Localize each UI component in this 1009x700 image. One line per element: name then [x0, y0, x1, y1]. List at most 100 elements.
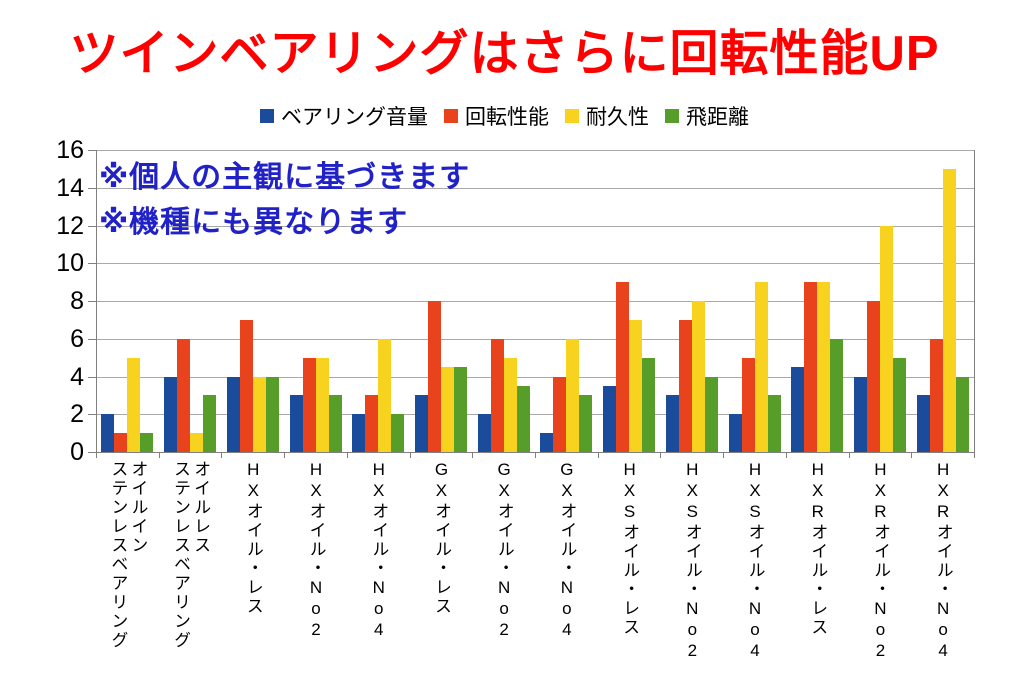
x-axis-tick	[472, 452, 474, 458]
x-axis-label-text: GXオイル・No2	[494, 460, 514, 641]
x-axis-tick	[284, 452, 286, 458]
legend-swatch-icon	[565, 109, 579, 123]
bar-ベアリング音量-6	[477, 414, 491, 452]
bar-ベアリング音量-11	[791, 367, 805, 452]
bar-耐久性-1	[190, 433, 204, 452]
bar-飛距離-13	[955, 376, 969, 452]
bar-ベアリング音量-8	[603, 385, 617, 452]
bar-ベアリング音量-0	[101, 414, 115, 452]
x-axis-label: オイルイン ステンレスベアリング	[96, 460, 159, 690]
y-axis-tick	[88, 225, 96, 227]
x-axis-tick	[785, 452, 787, 458]
bar-耐久性-10	[754, 282, 768, 452]
x-axis-label-text: HXオイル・No4	[369, 460, 389, 641]
y-axis-tick	[88, 187, 96, 189]
bar-耐久性-6	[503, 357, 517, 452]
bar-耐久性-9	[691, 301, 705, 452]
chart-title: ツインベアリングはさらに回転性能UP	[69, 27, 940, 81]
legend-label: 飛距離	[686, 105, 749, 129]
bar-飛距離-1	[203, 395, 217, 452]
y-axis-tick	[88, 414, 96, 416]
bar-耐久性-12	[879, 225, 893, 452]
bar-ベアリング音量-3	[289, 395, 303, 452]
annotation-line-1: ※個人の主観に基づきます	[99, 161, 471, 194]
bar-飛距離-2	[265, 376, 279, 452]
bar-ベアリング音量-7	[540, 433, 554, 452]
bar-回転性能-11	[804, 282, 818, 452]
legend-item-1: 回転性能	[444, 101, 549, 131]
x-axis-tick	[409, 452, 411, 458]
bar-回転性能-8	[616, 282, 630, 452]
y-axis-label: 2	[70, 400, 84, 429]
x-axis-label-text: HXRオイル・No4	[933, 460, 953, 662]
plot-right-border	[974, 150, 975, 452]
y-axis-tick	[88, 452, 96, 453]
bar-耐久性-4	[378, 338, 392, 452]
bar-回転性能-12	[866, 301, 880, 452]
x-axis-label: HXRオイル・No2	[849, 460, 912, 690]
bar-飛距離-4	[391, 414, 405, 452]
bar-飛距離-9	[704, 376, 718, 452]
bar-ベアリング音量-13	[916, 395, 930, 452]
y-axis-tick	[88, 301, 96, 302]
bar-飛距離-12	[892, 357, 906, 452]
bar-耐久性-2	[252, 376, 266, 452]
bar-ベアリング音量-12	[853, 376, 867, 452]
bar-耐久性-3	[315, 357, 329, 452]
legend-item-3: 飛距離	[665, 101, 749, 131]
bar-飛距離-5	[453, 367, 467, 452]
x-axis-tick	[535, 452, 536, 458]
x-axis-tick	[158, 452, 160, 458]
bar-回転性能-13	[929, 338, 943, 452]
y-axis-line	[96, 150, 97, 452]
bar-耐久性-13	[942, 168, 956, 452]
legend-label: 回転性能	[465, 105, 549, 129]
legend: ベアリング音量 回転性能 耐久性 飛距離	[0, 101, 1009, 131]
gridline	[96, 338, 974, 340]
x-axis-label-text: HXRオイル・レス	[808, 460, 828, 637]
x-axis-label: GXオイル・No4	[535, 460, 598, 690]
gridline	[96, 150, 974, 151]
x-axis-label: GXオイル・レス	[410, 460, 473, 690]
x-axis-label-text: HXSオイル・レス	[620, 460, 640, 637]
bar-回転性能-7	[553, 376, 567, 452]
x-axis-tick	[96, 452, 97, 458]
y-axis-tick	[88, 376, 96, 378]
gridline	[96, 187, 974, 189]
y-axis-label: 8	[70, 287, 84, 315]
x-axis-label: HXSオイル・No4	[723, 460, 786, 690]
y-axis-tick	[88, 338, 96, 340]
gridline	[96, 414, 974, 416]
gridline	[96, 263, 974, 265]
x-axis-label: HXRオイル・レス	[786, 460, 849, 690]
x-axis-label: HXオイル・No2	[284, 460, 347, 690]
bar-飛距離-10	[767, 395, 781, 452]
bar-ベアリング音量-4	[352, 414, 366, 452]
legend-swatch-icon	[444, 109, 458, 123]
x-axis-tick	[221, 452, 223, 458]
x-axis-label: HXRオイル・No4	[911, 460, 974, 690]
gridline	[96, 376, 974, 378]
bar-回転性能-9	[678, 319, 692, 452]
y-axis-label: 10	[56, 249, 84, 278]
annotation-line-2: ※機種にも異なります	[99, 206, 409, 239]
x-axis-label: HXSオイル・No2	[660, 460, 723, 690]
x-axis-tick	[660, 452, 662, 458]
bar-ベアリング音量-5	[414, 395, 428, 452]
bar-回転性能-0	[114, 433, 128, 452]
bar-回転性能-4	[365, 395, 379, 452]
x-axis-label-text: HXSオイル・No4	[745, 460, 765, 662]
x-axis-label: HXSオイル・レス	[598, 460, 661, 690]
bar-回転性能-1	[177, 338, 191, 452]
bar-飛距離-8	[642, 357, 656, 452]
x-axis-label-text: HXSオイル・No2	[682, 460, 702, 662]
x-axis-label-text: HXRオイル・No2	[870, 460, 890, 662]
bar-回転性能-3	[302, 357, 316, 452]
legend-item-2: 耐久性	[565, 101, 649, 131]
x-axis-tick	[597, 452, 599, 458]
x-axis-tick	[848, 452, 850, 458]
y-axis-label: 16	[56, 136, 84, 164]
x-axis-label-text: HXオイル・レス	[243, 460, 263, 616]
x-axis-label: HXオイル・レス	[221, 460, 284, 690]
bar-耐久性-5	[440, 367, 454, 452]
